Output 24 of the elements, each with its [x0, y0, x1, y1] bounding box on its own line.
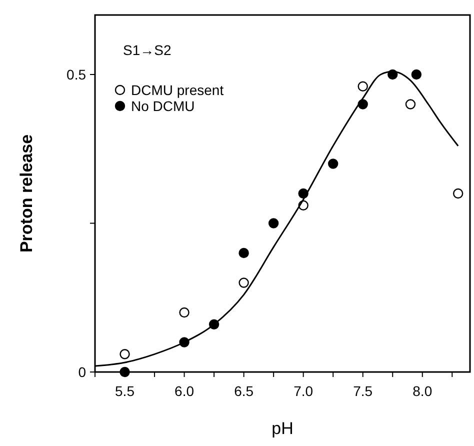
point [358, 81, 368, 92]
x-axis-title: pH [272, 419, 294, 438]
x-tick-label: 7.0 [294, 383, 314, 399]
point [268, 218, 279, 228]
x-tick-label: 6.5 [234, 383, 254, 399]
point [405, 99, 416, 110]
y-tick-label: 0.5 [66, 66, 86, 82]
legend-label: DCMU present [131, 82, 224, 98]
x-tick-label: 8.0 [412, 383, 432, 399]
point [238, 248, 249, 258]
point [328, 158, 338, 169]
y-tick-label: 0 [78, 364, 86, 380]
legend-label: No DCMU [131, 98, 195, 114]
point [238, 278, 249, 288]
x-tick-label: 6.0 [174, 383, 194, 399]
y-axis-title: Proton release [17, 134, 36, 253]
point [411, 69, 422, 80]
point [120, 366, 130, 378]
point [452, 188, 464, 199]
point [179, 307, 190, 318]
point [120, 349, 130, 360]
x-tick-label: 5.5 [115, 383, 135, 399]
x-tick-label: 7.5 [353, 383, 373, 399]
annotation: S1→S2 [123, 42, 172, 58]
